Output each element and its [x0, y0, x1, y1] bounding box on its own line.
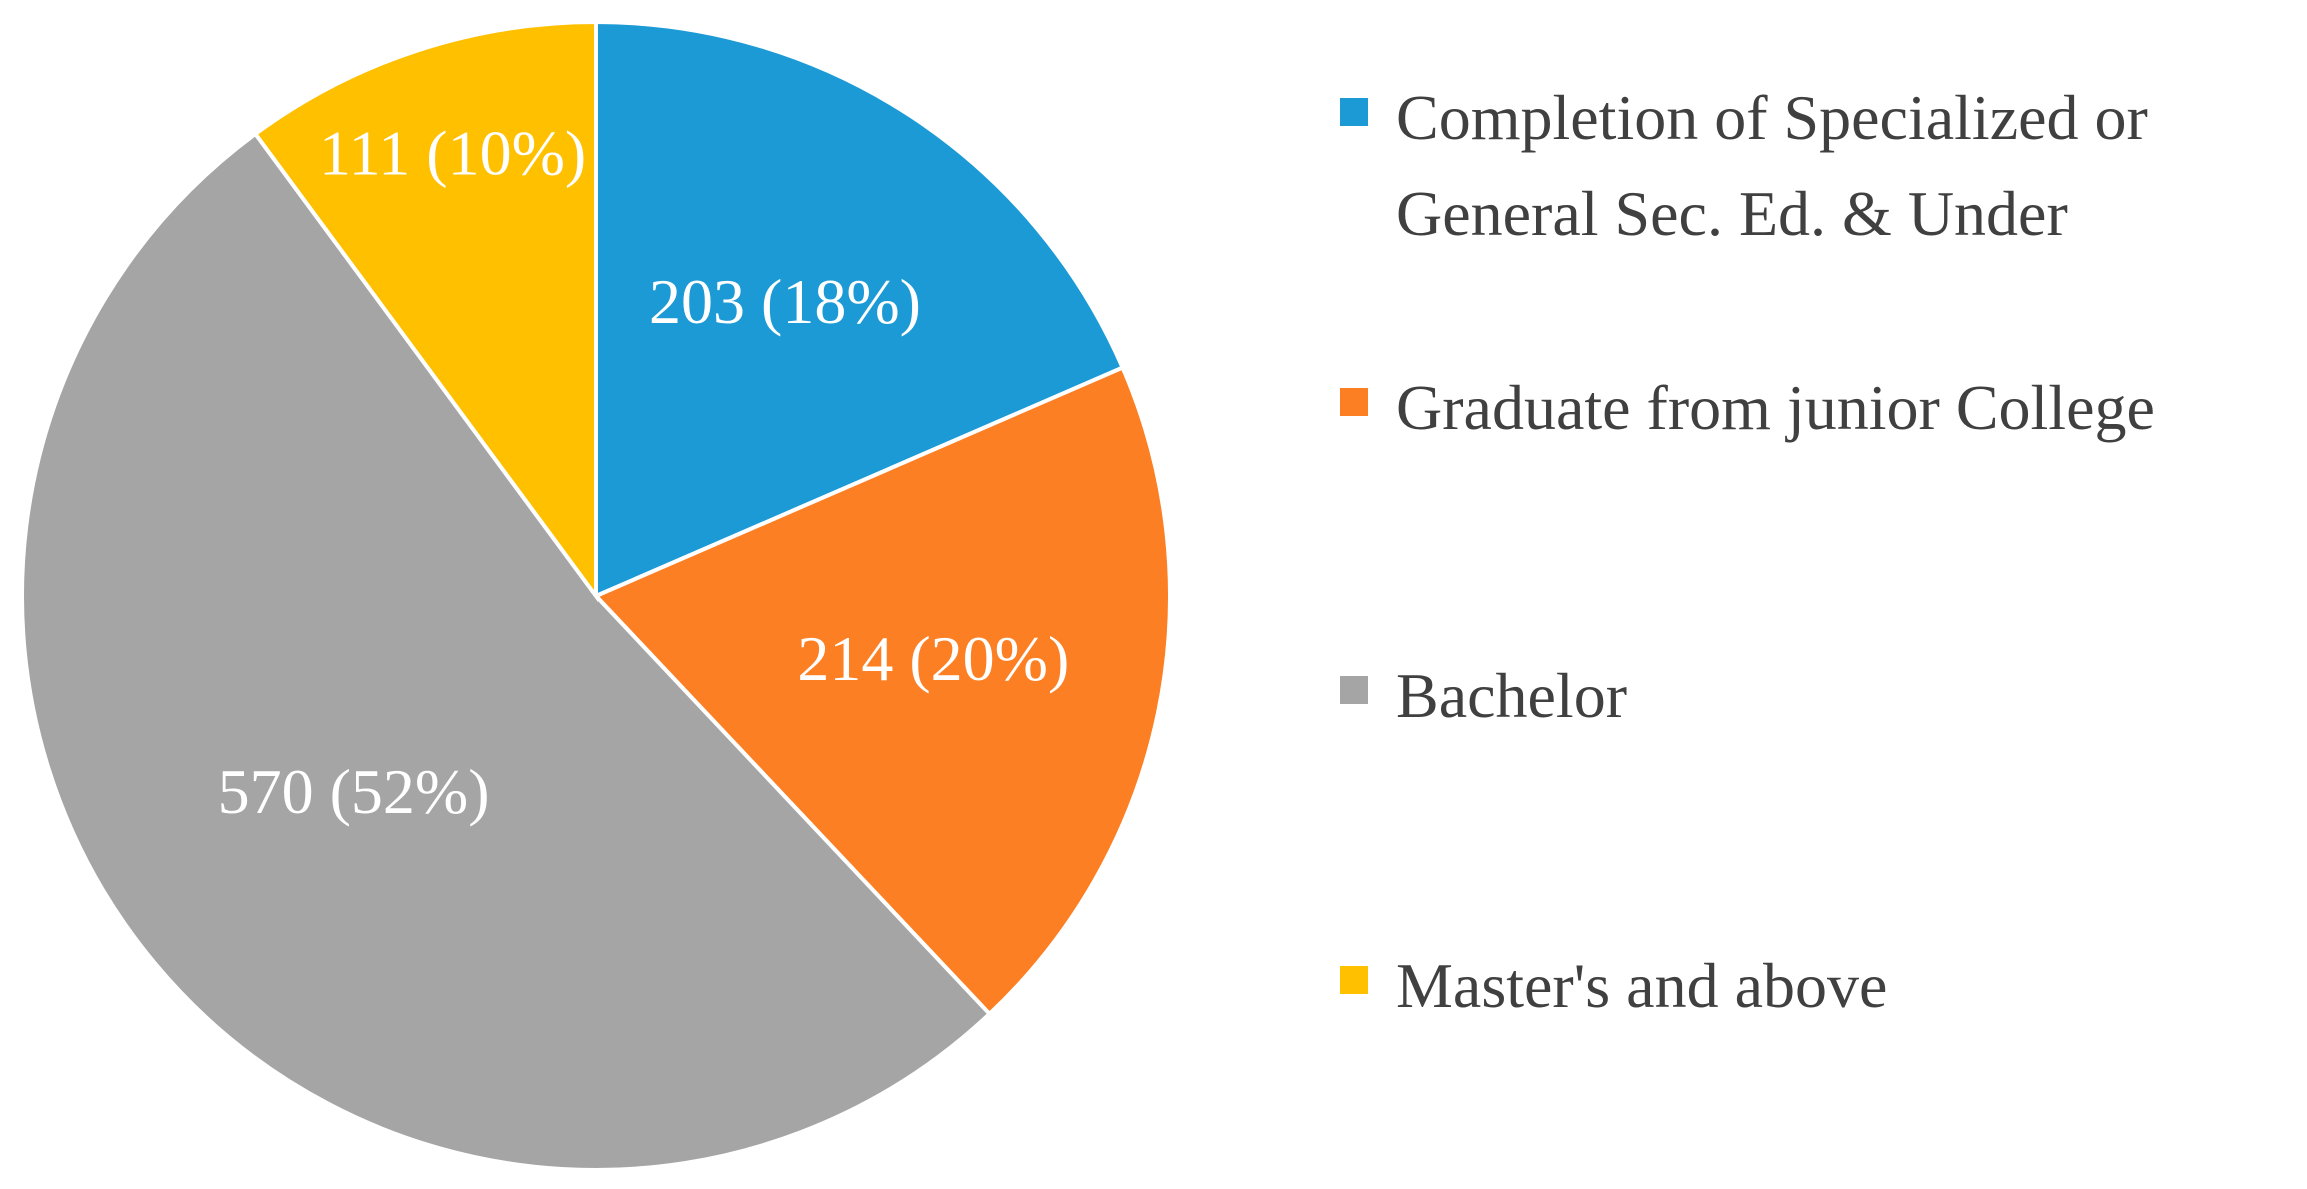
- legend-swatch: [1340, 388, 1368, 416]
- legend-label: Completion of Specialized or General Sec…: [1396, 82, 2148, 249]
- pie-slice: [592, 365, 1172, 1017]
- value-label: 570 (52%): [218, 756, 490, 827]
- legend-item: Master's and above: [1340, 938, 2286, 1034]
- legend-item: Graduate from junior College: [1340, 360, 2286, 456]
- legend-label: Graduate from junior College: [1396, 372, 2155, 443]
- legend-swatch: [1340, 98, 1368, 126]
- legend-item: Completion of Specialized or General Sec…: [1340, 70, 2286, 262]
- value-label: 203 (18%): [649, 266, 921, 337]
- pie-area: 203 (18%) 214 (20%) 570 (52%) 111 (10%): [20, 19, 1172, 1172]
- pie-slice: [20, 131, 993, 1172]
- legend-label: Bachelor: [1396, 660, 1627, 731]
- legend-swatch: [1340, 966, 1368, 994]
- value-label: 111 (10%): [319, 117, 586, 188]
- legend-swatch: [1340, 676, 1368, 704]
- pie-slice: [594, 19, 1126, 600]
- legend-label: Master's and above: [1396, 950, 1888, 1021]
- pie-slice: [252, 19, 598, 603]
- value-label: 214 (20%): [797, 623, 1069, 694]
- legend-item: Bachelor: [1340, 648, 2286, 744]
